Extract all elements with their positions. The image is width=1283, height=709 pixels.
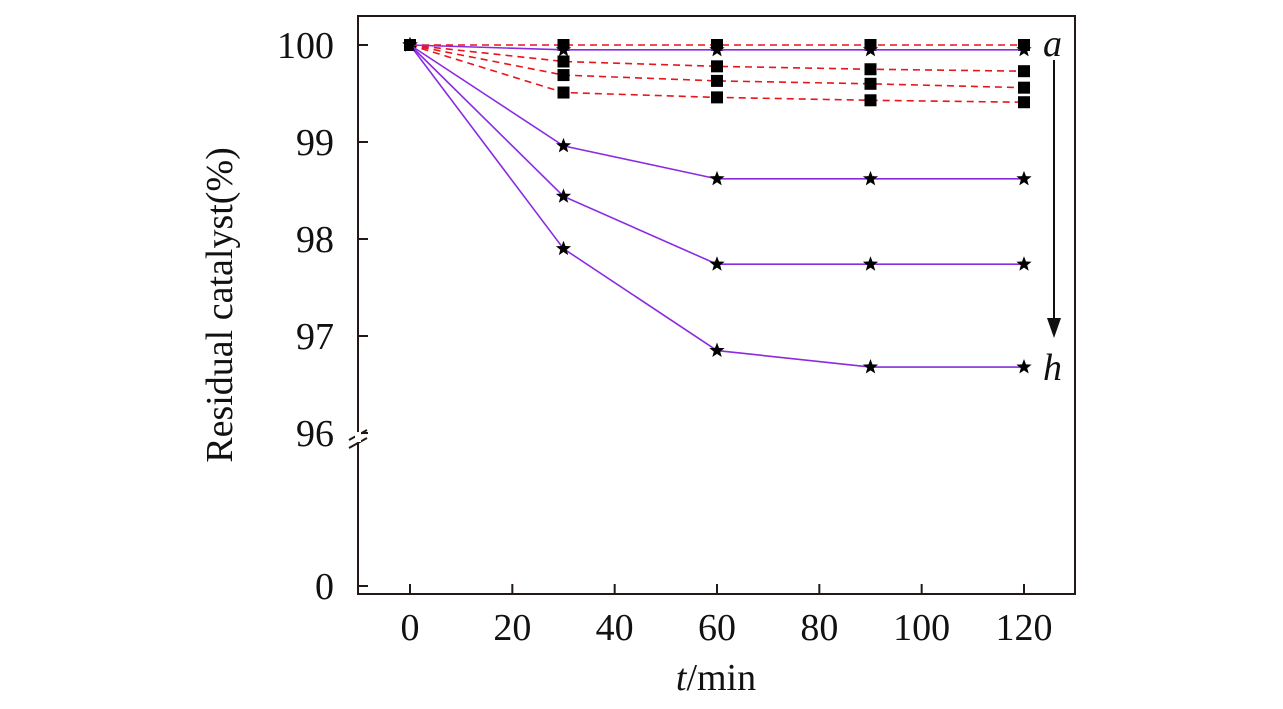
data-point: [709, 170, 725, 186]
y-axis-ticks: 100 99 98 97 96 0: [277, 25, 368, 608]
annotation-h: h: [1043, 347, 1062, 389]
data-point: [557, 55, 570, 68]
series-solid-2: [402, 37, 1032, 186]
data-point: [864, 94, 877, 107]
series-solid-4: [402, 37, 1032, 374]
x-axis-label-unit: /min: [686, 657, 756, 699]
data-point: [709, 256, 725, 271]
data-point: [709, 342, 725, 358]
data-point: [555, 41, 572, 57]
data-point: [1016, 256, 1032, 271]
data-point: [555, 137, 572, 153]
data-point: [1018, 96, 1030, 109]
data-point: [402, 37, 418, 52]
data-point: [1018, 81, 1030, 94]
data-point: [557, 86, 570, 99]
data-point: [1016, 170, 1032, 186]
data-point: [862, 359, 879, 374]
data-point: [555, 188, 572, 203]
x-tick-label: 60: [698, 607, 736, 649]
x-axis-label-var: t: [676, 657, 688, 699]
y-tick-label: 100: [277, 25, 334, 67]
series-line: [409, 44, 1025, 72]
annotation-a: a: [1043, 23, 1062, 65]
data-point: [711, 91, 723, 104]
x-tick-label: 80: [800, 607, 838, 649]
data-point: [864, 77, 877, 90]
x-axis-ticks: 0 20 40 60 80 100 120: [401, 584, 1053, 649]
x-tick-label: 120: [996, 607, 1053, 649]
x-axis-label: t/min: [676, 657, 756, 699]
y-tick-label: 96: [296, 413, 334, 455]
y-axis-label: Residual catalyst(%): [199, 147, 241, 463]
data-point: [864, 63, 877, 76]
y-tick-label: 99: [296, 122, 334, 164]
data-point: [709, 41, 725, 57]
data-point: [1016, 41, 1032, 57]
data-point: [711, 74, 723, 87]
x-tick-label: 40: [596, 607, 634, 649]
x-tick-label: 0: [401, 607, 420, 649]
down-arrow-icon: [1047, 60, 1061, 338]
data-point: [1018, 65, 1030, 78]
data-point: [862, 170, 879, 186]
data-point: [862, 256, 879, 271]
y-tick-label: 98: [296, 219, 334, 261]
y-tick-label: 0: [315, 566, 334, 608]
y-axis-break-icon: [348, 429, 368, 449]
y-tick-label: 97: [296, 316, 334, 358]
data-point: [862, 41, 879, 57]
data-point: [711, 60, 723, 73]
data-point: [557, 69, 570, 82]
data-point: [1016, 359, 1032, 374]
x-tick-label: 100: [893, 607, 950, 649]
series-layer: [402, 37, 1032, 374]
data-point: [555, 240, 572, 256]
x-tick-label: 20: [493, 607, 531, 649]
